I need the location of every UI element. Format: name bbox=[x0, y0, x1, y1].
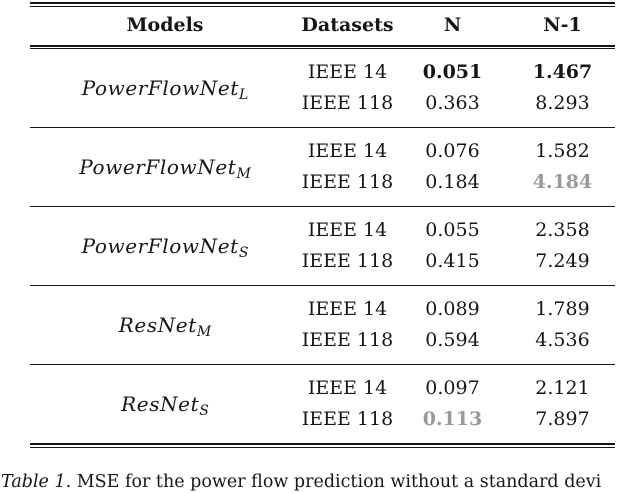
n-value: 0.113 bbox=[422, 408, 483, 431]
model-label: PowerFlowNet bbox=[81, 234, 239, 259]
dataset-cell: IEEE 118 bbox=[301, 250, 394, 273]
n1-value: 7.897 bbox=[535, 408, 590, 431]
table-group-resnet-m: ResNetM IEEE 14 0.089 1.789 IEEE 118 0.5… bbox=[30, 286, 615, 364]
model-label: PowerFlowNet bbox=[79, 155, 237, 180]
model-subscript: L bbox=[238, 87, 249, 104]
n1-value: 1.789 bbox=[535, 298, 590, 321]
n-value: 0.089 bbox=[425, 298, 480, 321]
n1-value: 7.249 bbox=[535, 250, 590, 273]
model-name: PowerFlowNetS bbox=[30, 234, 300, 262]
table-group-powerflownet-s: PowerFlowNetS IEEE 14 0.055 2.358 IEEE 1… bbox=[30, 207, 615, 285]
caption-label: Table 1. bbox=[1, 472, 72, 492]
n1-value: 2.358 bbox=[535, 219, 590, 242]
n1-value: 4.536 bbox=[535, 329, 590, 352]
dataset-cell: IEEE 118 bbox=[301, 92, 394, 115]
group-separator-rule bbox=[30, 285, 615, 287]
n1-value: 2.121 bbox=[535, 377, 590, 400]
dataset-cell: IEEE 14 bbox=[307, 61, 388, 84]
caption-text: MSE for the power flow prediction withou… bbox=[76, 472, 602, 492]
n-value: 0.184 bbox=[425, 171, 480, 194]
dataset-cell: IEEE 14 bbox=[307, 377, 388, 400]
dataset-cell: IEEE 118 bbox=[301, 408, 394, 431]
n-value: 0.363 bbox=[425, 92, 480, 115]
n-value: 0.076 bbox=[425, 140, 480, 163]
table-group-powerflownet-l: PowerFlowNetL IEEE 14 0.051 1.467 IEEE 1… bbox=[30, 49, 615, 127]
group-separator-rule bbox=[30, 364, 615, 366]
n1-value: 4.184 bbox=[532, 171, 593, 194]
n-value: 0.055 bbox=[425, 219, 480, 242]
table-group-powerflownet-m: PowerFlowNetM IEEE 14 0.076 1.582 IEEE 1… bbox=[30, 128, 615, 206]
n-value: 0.415 bbox=[425, 250, 480, 273]
n-value: 0.097 bbox=[425, 377, 480, 400]
table-bottom-rule bbox=[30, 443, 615, 448]
dataset-cell: IEEE 14 bbox=[307, 219, 388, 242]
header-datasets: Datasets bbox=[301, 14, 394, 37]
model-subscript: M bbox=[236, 166, 251, 183]
results-table: Models Datasets N N-1 PowerFlowNetL IEEE… bbox=[30, 2, 615, 448]
table-top-rule bbox=[30, 2, 615, 7]
model-subscript: S bbox=[199, 403, 209, 420]
model-name: ResNetM bbox=[30, 313, 300, 341]
table-caption: Table 1. MSE for the power flow predicti… bbox=[1, 471, 640, 493]
n-value: 0.594 bbox=[425, 329, 480, 352]
header-n1: N-1 bbox=[543, 14, 582, 37]
table-group-resnet-s: ResNetS IEEE 14 0.097 2.121 IEEE 118 0.1… bbox=[30, 365, 615, 443]
header-rule bbox=[30, 44, 615, 50]
model-label: ResNet bbox=[121, 392, 200, 417]
model-name: ResNetS bbox=[30, 392, 300, 420]
n1-value: 1.582 bbox=[535, 140, 590, 163]
dataset-cell: IEEE 14 bbox=[307, 140, 388, 163]
model-name: PowerFlowNetL bbox=[30, 76, 300, 104]
header-n: N bbox=[443, 14, 462, 37]
model-name: PowerFlowNetM bbox=[30, 155, 300, 183]
n1-value: 1.467 bbox=[532, 61, 593, 84]
dataset-cell: IEEE 118 bbox=[301, 171, 394, 194]
model-subscript: M bbox=[196, 324, 212, 341]
model-subscript: S bbox=[238, 245, 249, 262]
group-separator-rule bbox=[30, 127, 615, 129]
header-models: Models bbox=[126, 14, 204, 37]
n1-value: 8.293 bbox=[535, 92, 590, 115]
dataset-cell: IEEE 118 bbox=[301, 329, 394, 352]
model-label: ResNet bbox=[118, 313, 197, 338]
group-separator-rule bbox=[30, 206, 615, 208]
model-label: PowerFlowNet bbox=[81, 76, 239, 101]
dataset-cell: IEEE 14 bbox=[307, 298, 388, 321]
n-value: 0.051 bbox=[422, 61, 483, 84]
table-header-row: Models Datasets N N-1 bbox=[30, 7, 615, 45]
